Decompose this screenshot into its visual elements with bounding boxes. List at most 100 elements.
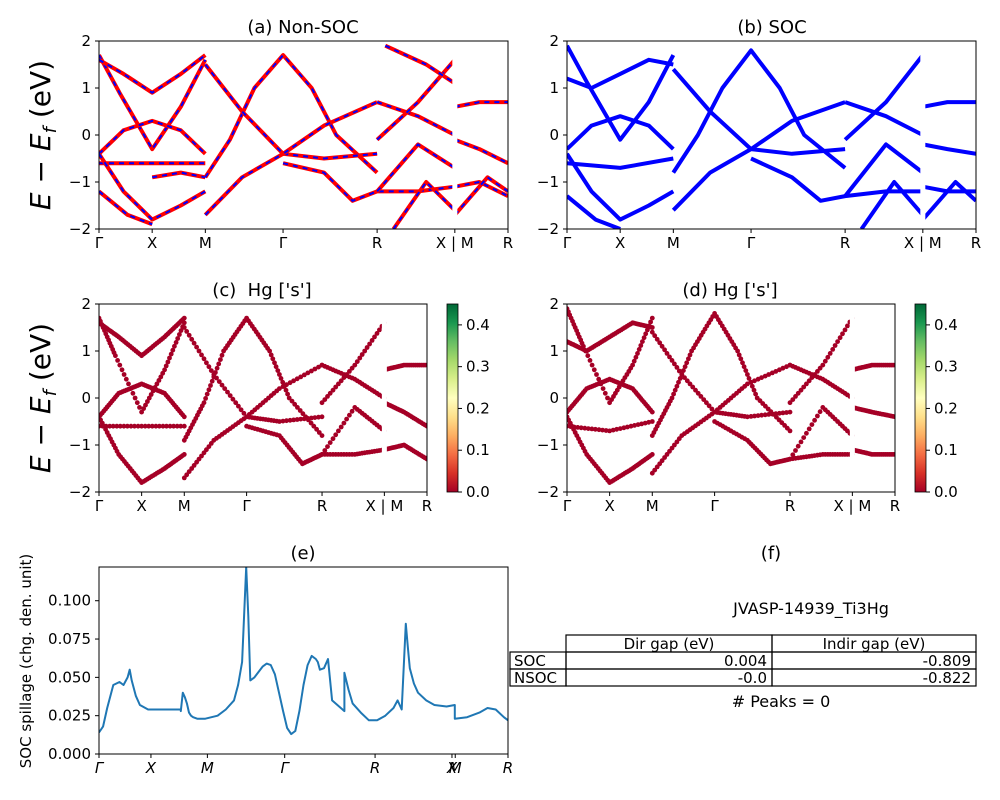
band-point-7-16 [222, 386, 228, 391]
band-point-0-43 [641, 335, 647, 341]
band-point-6-39 [287, 417, 293, 423]
band-point-7-15 [219, 382, 225, 388]
band-point-10-12 [352, 362, 358, 368]
band-point-0-39 [635, 351, 640, 356]
band-point-5-62 [292, 401, 298, 407]
band-point-7-45 [309, 368, 314, 374]
band-point-6-48 [787, 409, 793, 415]
band-point-5-54 [745, 372, 750, 377]
band-point-7-37 [280, 384, 286, 389]
table-header-indir-gap: Indir gap (eV) [823, 635, 926, 653]
x-tick-label-1: X [615, 234, 625, 252]
band-point-11-7 [338, 424, 344, 430]
band-point-7-19 [698, 394, 704, 399]
panel-b-title: (b) SOC [737, 17, 806, 38]
band-point-6-36 [277, 419, 282, 424]
band-point-5-51 [272, 360, 277, 366]
band-point-7-36 [277, 386, 282, 391]
band-point-10-2 [793, 394, 798, 399]
band-point-10-3 [795, 390, 801, 396]
band-point-10-22 [845, 323, 850, 329]
band-point-10-7 [338, 378, 344, 384]
band-point-3-24 [181, 423, 187, 429]
band-point-3-14 [614, 426, 620, 432]
band-point-0-44 [175, 336, 181, 341]
colorbar-tick-label-1: 0.1 [934, 441, 958, 459]
band-line-red-18 [454, 180, 508, 198]
table-nsoc-indir-gap: -0.822 [923, 669, 971, 687]
band-point-5-48 [735, 348, 740, 354]
band-point-5-14 [672, 387, 678, 393]
band-point-7-18 [695, 390, 701, 396]
band-point-5-57 [749, 383, 755, 389]
band-point-6-43 [301, 416, 307, 422]
band-point-5-53 [275, 368, 281, 373]
plot-area-c [99, 304, 427, 492]
band-point-3-5 [114, 423, 120, 429]
band-point-12-24 [892, 414, 895, 420]
band-point-6-48 [319, 414, 325, 420]
band-point-7-44 [773, 369, 779, 374]
band-point-10-4 [330, 387, 336, 393]
band-point-0-36 [162, 367, 168, 373]
band-line-4 [567, 152, 675, 222]
band-point-3-15 [617, 426, 623, 431]
band-point-3-12 [607, 428, 612, 434]
colorbar-tick-label-0: 0.0 [466, 483, 490, 501]
band-point-6-45 [777, 410, 782, 416]
table-label-soc: SOC [514, 652, 546, 670]
band-point-7-17 [693, 387, 698, 393]
band-point-5-13 [203, 396, 209, 401]
band-line-14 [922, 142, 976, 156]
band-point-5-59 [285, 391, 290, 397]
band-line-6 [671, 48, 847, 174]
band-point-10-1 [790, 397, 796, 402]
band-point-5-50 [270, 356, 276, 362]
band-point-5-49 [268, 352, 274, 358]
x-tick-label-2: M [199, 234, 212, 252]
table-header-dir-gap: Dir gap (eV) [624, 635, 715, 653]
band-point-0-34 [158, 374, 164, 380]
x-tick-label-2: M [178, 497, 191, 515]
band-point-7-14 [216, 379, 222, 384]
band-point-10-18 [835, 339, 840, 344]
band-point-5-54 [277, 372, 282, 377]
panel-b-soc: (b) SOC −2 −1 0 1 2 Γ X M Γ R X | M R [537, 17, 981, 252]
band-point-0-14 [585, 353, 591, 359]
band-point-10-19 [369, 338, 375, 343]
band-point-6-42 [298, 416, 304, 422]
x-tick-label-1: X [136, 497, 146, 515]
band-point-7-7 [199, 352, 204, 358]
band-point-7-5 [662, 347, 667, 353]
band-line-5 [567, 194, 621, 229]
band-point-12-24 [424, 423, 427, 429]
band-point-10-11 [349, 365, 355, 371]
band-point-5-13 [671, 391, 676, 397]
band-point-0-42 [640, 339, 645, 344]
y-tick-label-1: 0.025 [48, 707, 91, 725]
y-tick-label-0: 0.000 [48, 745, 91, 763]
x-tick-label-4: R [372, 234, 382, 252]
band-point-5-15 [206, 387, 212, 393]
band-point-5-16 [676, 379, 681, 385]
band-line-13 [859, 180, 925, 229]
x-tick-label-0: Γ [563, 497, 572, 515]
band-point-0-45 [177, 332, 182, 337]
band-point-2-48 [181, 414, 187, 420]
band-point-7-1 [184, 329, 190, 334]
spillage-line [99, 567, 508, 736]
band-point-1-48 [181, 315, 187, 321]
band-line-red-9 [203, 63, 378, 156]
y-tick-label-3: 0.075 [48, 630, 91, 648]
band-point-7-3 [189, 336, 195, 342]
band-point-6-38 [284, 418, 289, 424]
band-line-1 [567, 57, 674, 90]
band-point-11-2 [325, 444, 330, 449]
band-line-12 [843, 142, 925, 198]
band-point-7-46 [312, 366, 318, 372]
plot-area-b [567, 41, 976, 229]
y-tick-label-1: −1 [69, 436, 91, 454]
table-cell-nsoc-indir [771, 668, 977, 687]
band-point-7-21 [236, 403, 241, 409]
